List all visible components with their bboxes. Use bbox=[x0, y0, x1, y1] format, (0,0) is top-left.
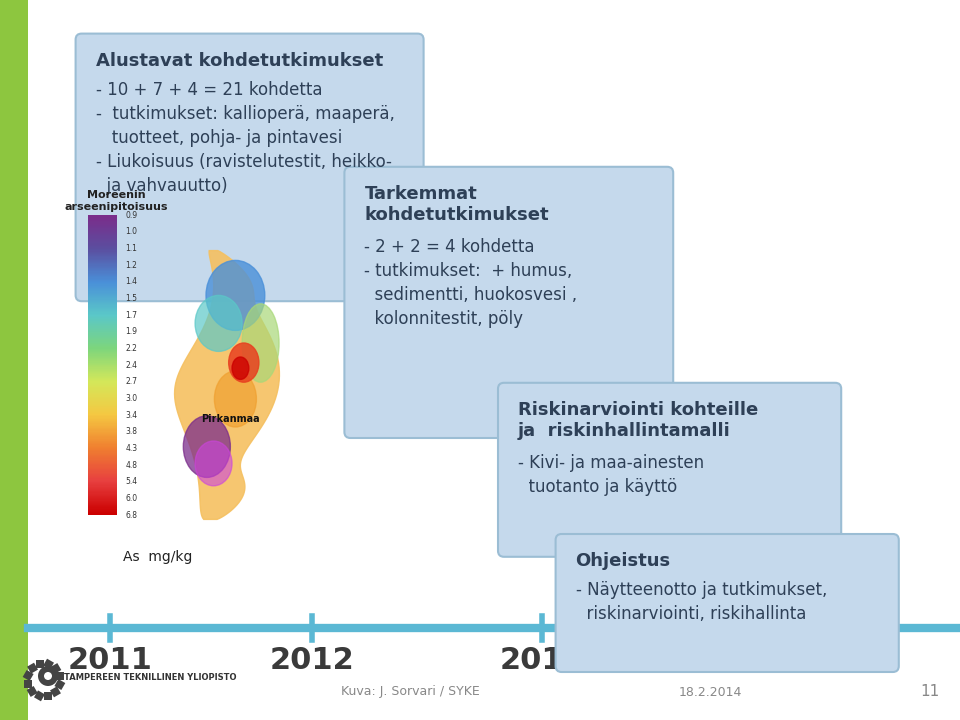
Text: riskinarviointi, riskihallinta: riskinarviointi, riskihallinta bbox=[576, 606, 806, 624]
Text: tuotanto ja käyttö: tuotanto ja käyttö bbox=[518, 477, 677, 495]
Bar bbox=[27, 686, 37, 697]
Text: 2014: 2014 bbox=[721, 646, 805, 675]
Text: Riskinarviointi kohteille
ja  riskinhallintamalli: Riskinarviointi kohteille ja riskinhalli… bbox=[518, 401, 758, 441]
Text: 1.7: 1.7 bbox=[126, 310, 137, 320]
Ellipse shape bbox=[242, 304, 279, 382]
Polygon shape bbox=[175, 251, 279, 519]
Ellipse shape bbox=[206, 261, 265, 330]
Bar bbox=[34, 690, 45, 701]
Text: ja vahvauutto): ja vahvauutto) bbox=[96, 177, 228, 195]
Text: 4.8: 4.8 bbox=[126, 461, 137, 469]
Text: 1.1: 1.1 bbox=[126, 244, 137, 253]
Text: Moreenin
arseenipitoisuus: Moreenin arseenipitoisuus bbox=[64, 190, 168, 212]
Bar bbox=[27, 662, 38, 674]
Ellipse shape bbox=[183, 415, 230, 477]
Bar bbox=[50, 663, 61, 674]
Circle shape bbox=[44, 672, 52, 680]
Text: - Liukoisuus (ravistelutestit, heikko-: - Liukoisuus (ravistelutestit, heikko- bbox=[96, 153, 392, 171]
Text: Alustavat kohdetutkimukset: Alustavat kohdetutkimukset bbox=[96, 52, 383, 70]
FancyBboxPatch shape bbox=[556, 534, 899, 672]
Text: 4.3: 4.3 bbox=[126, 444, 137, 453]
Text: 2.2: 2.2 bbox=[126, 344, 137, 353]
FancyBboxPatch shape bbox=[345, 167, 673, 438]
Bar bbox=[56, 672, 64, 680]
Text: 2.7: 2.7 bbox=[126, 377, 137, 386]
Text: 18.2.2014: 18.2.2014 bbox=[679, 685, 742, 698]
Bar bbox=[23, 670, 34, 681]
Text: 1.2: 1.2 bbox=[126, 261, 137, 269]
Text: -  tutkimukset: kallioperä, maaperä,: - tutkimukset: kallioperä, maaperä, bbox=[96, 105, 395, 123]
Text: Tarkemmat
kohdetutkimukset: Tarkemmat kohdetutkimukset bbox=[365, 185, 549, 225]
Text: Pirkanmaa: Pirkanmaa bbox=[201, 413, 259, 423]
Text: TAMPEREEN TEKNILLINEN YLIOPISTO: TAMPEREEN TEKNILLINEN YLIOPISTO bbox=[64, 673, 236, 683]
Ellipse shape bbox=[195, 441, 232, 486]
Text: sedimentti, huokosvesi ,: sedimentti, huokosvesi , bbox=[365, 286, 578, 304]
Text: 2013: 2013 bbox=[499, 646, 585, 675]
Text: 1.9: 1.9 bbox=[126, 327, 137, 336]
Text: As  mg/kg: As mg/kg bbox=[123, 550, 193, 564]
Text: 0.9: 0.9 bbox=[126, 210, 137, 220]
Bar bbox=[55, 679, 65, 690]
Text: 6.0: 6.0 bbox=[126, 494, 137, 503]
Text: kolonnitestit, pöly: kolonnitestit, pöly bbox=[365, 310, 523, 328]
Text: - Näytteenotto ja tutkimukset,: - Näytteenotto ja tutkimukset, bbox=[576, 582, 827, 599]
Text: 3.0: 3.0 bbox=[126, 394, 137, 402]
Text: Ohjeistus: Ohjeistus bbox=[576, 552, 671, 570]
Text: 2012: 2012 bbox=[270, 646, 354, 675]
Text: tuotteet, pohja- ja pintavesi: tuotteet, pohja- ja pintavesi bbox=[96, 129, 342, 147]
Text: 3.8: 3.8 bbox=[126, 427, 137, 436]
Bar bbox=[50, 686, 60, 698]
Bar bbox=[0, 0, 28, 720]
Ellipse shape bbox=[232, 357, 249, 379]
FancyBboxPatch shape bbox=[498, 383, 841, 557]
Text: 2011: 2011 bbox=[67, 646, 153, 675]
Text: 11: 11 bbox=[921, 685, 940, 700]
Ellipse shape bbox=[228, 343, 259, 382]
Text: - tutkimukset:  + humus,: - tutkimukset: + humus, bbox=[365, 261, 573, 279]
Text: 5.4: 5.4 bbox=[126, 477, 137, 486]
Text: - Kivi- ja maa-ainesten: - Kivi- ja maa-ainesten bbox=[518, 454, 704, 472]
Text: 2.4: 2.4 bbox=[126, 361, 137, 369]
Text: - 2 + 2 = 4 kohdetta: - 2 + 2 = 4 kohdetta bbox=[365, 238, 535, 256]
Text: Kuva: J. Sorvari / SYKE: Kuva: J. Sorvari / SYKE bbox=[341, 685, 479, 698]
Ellipse shape bbox=[214, 371, 256, 427]
FancyBboxPatch shape bbox=[76, 34, 423, 301]
Bar bbox=[43, 659, 54, 670]
Text: 3.4: 3.4 bbox=[126, 410, 137, 420]
Text: - 10 + 7 + 4 = 21 kohdetta: - 10 + 7 + 4 = 21 kohdetta bbox=[96, 81, 323, 99]
Text: 1.4: 1.4 bbox=[126, 277, 137, 286]
Text: 1.0: 1.0 bbox=[126, 228, 137, 236]
Bar bbox=[44, 692, 52, 700]
Bar bbox=[36, 660, 44, 668]
Text: 6.8: 6.8 bbox=[126, 510, 137, 520]
Text: 1.5: 1.5 bbox=[126, 294, 137, 303]
Bar bbox=[24, 680, 32, 688]
Ellipse shape bbox=[195, 295, 242, 351]
Circle shape bbox=[38, 666, 58, 686]
